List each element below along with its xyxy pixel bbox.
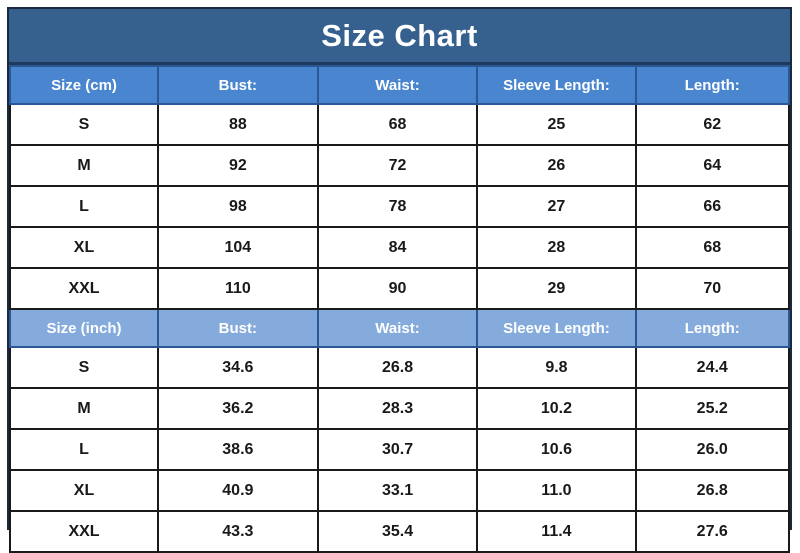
table-row: XXL 43.3 35.4 11.4 27.6 — [9, 510, 790, 553]
header-cell: Sleeve Length: — [476, 308, 637, 348]
measurement-cell: 28.3 — [316, 387, 479, 430]
measurement-cell: 26.8 — [316, 346, 479, 389]
size-label-cell: XL — [9, 469, 159, 512]
table-row: S 34.6 26.8 9.8 24.4 — [9, 346, 790, 389]
table-row: XL 104 84 28 68 — [9, 226, 790, 269]
measurement-cell: 84 — [316, 226, 479, 269]
measurement-cell: 98 — [157, 185, 319, 228]
table-row: L 98 78 27 66 — [9, 185, 790, 228]
measurement-cell: 35.4 — [316, 510, 479, 553]
measurement-cell: 88 — [157, 103, 319, 146]
table-row: M 92 72 26 64 — [9, 144, 790, 187]
size-label-cell: S — [9, 346, 159, 389]
measurement-cell: 27 — [476, 185, 637, 228]
size-label-cell: L — [9, 185, 159, 228]
size-label-cell: XXL — [9, 267, 159, 310]
measurement-cell: 110 — [157, 267, 319, 310]
size-label-cell: S — [9, 103, 159, 146]
measurement-cell: 10.6 — [476, 428, 637, 471]
measurement-cell: 30.7 — [316, 428, 479, 471]
header-cell: Size (inch) — [9, 308, 159, 348]
header-cell: Length: — [634, 308, 790, 348]
measurement-cell: 28 — [476, 226, 637, 269]
measurement-cell: 26.0 — [634, 428, 790, 471]
page-title: Size Chart — [9, 9, 790, 65]
size-label-cell: M — [9, 144, 159, 187]
measurement-cell: 33.1 — [316, 469, 479, 512]
header-cell: Length: — [634, 65, 790, 105]
header-cell: Waist: — [316, 308, 479, 348]
size-label-cell: XXL — [9, 510, 159, 553]
size-label-cell: L — [9, 428, 159, 471]
measurement-cell: 34.6 — [157, 346, 319, 389]
measurement-cell: 38.6 — [157, 428, 319, 471]
measurement-cell: 72 — [316, 144, 479, 187]
header-row-cm: Size (cm) Bust: Waist: Sleeve Length: Length… — [9, 65, 790, 105]
measurement-cell: 104 — [157, 226, 319, 269]
table-row: XXL 110 90 29 70 — [9, 267, 790, 310]
size-chart-table: Size (cm) Bust: Waist: Sleeve Length: Length… — [9, 65, 790, 553]
measurement-cell: 27.6 — [634, 510, 790, 553]
measurement-cell: 62 — [634, 103, 790, 146]
measurement-cell: 26 — [476, 144, 637, 187]
table-row: S 88 68 25 62 — [9, 103, 790, 146]
header-cell: Waist: — [316, 65, 479, 105]
measurement-cell: 40.9 — [157, 469, 319, 512]
header-cell: Bust: — [157, 308, 319, 348]
measurement-cell: 92 — [157, 144, 319, 187]
table-row: M 36.2 28.3 10.2 25.2 — [9, 387, 790, 430]
measurement-cell: 64 — [634, 144, 790, 187]
measurement-cell: 25 — [476, 103, 637, 146]
measurement-cell: 10.2 — [476, 387, 637, 430]
measurement-cell: 11.0 — [476, 469, 637, 512]
measurement-cell: 9.8 — [476, 346, 637, 389]
size-chart-body: Size (cm) Bust: Waist: Sleeve Length: Length… — [9, 65, 790, 553]
measurement-cell: 66 — [634, 185, 790, 228]
size-chart-card: Size Chart Size (cm) Bust: Waist: Sleeve Le… — [7, 7, 792, 553]
measurement-cell: 36.2 — [157, 387, 319, 430]
measurement-cell: 43.3 — [157, 510, 319, 553]
header-cell: Sleeve Length: — [476, 65, 637, 105]
header-row-inch: Size (inch) Bust: Waist: Sleeve Length: Leng… — [9, 308, 790, 348]
measurement-cell: 25.2 — [634, 387, 790, 430]
measurement-cell: 11.4 — [476, 510, 637, 553]
measurement-cell: 70 — [634, 267, 790, 310]
measurement-cell: 90 — [316, 267, 479, 310]
measurement-cell: 29 — [476, 267, 637, 310]
table-row: XL 40.9 33.1 11.0 26.8 — [9, 469, 790, 512]
measurement-cell: 68 — [634, 226, 790, 269]
measurement-cell: 68 — [316, 103, 479, 146]
measurement-cell: 24.4 — [634, 346, 790, 389]
size-label-cell: XL — [9, 226, 159, 269]
table-row: L 38.6 30.7 10.6 26.0 — [9, 428, 790, 471]
header-cell: Bust: — [157, 65, 319, 105]
measurement-cell: 78 — [316, 185, 479, 228]
size-label-cell: M — [9, 387, 159, 430]
measurement-cell: 26.8 — [634, 469, 790, 512]
header-cell: Size (cm) — [9, 65, 159, 105]
